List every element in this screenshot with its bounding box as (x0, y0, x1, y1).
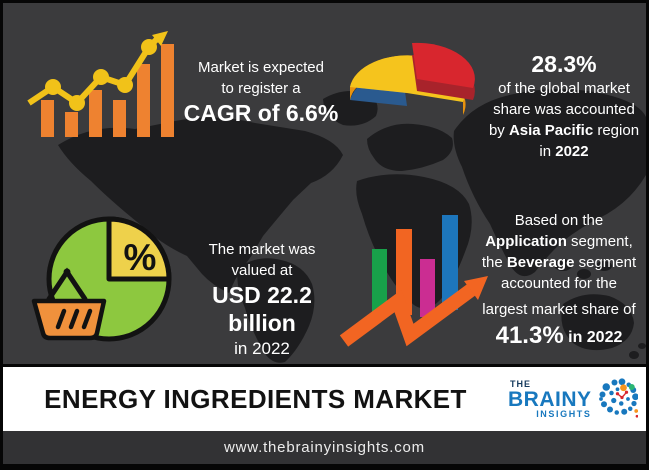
shopping-basket-icon (31, 267, 107, 341)
brain-dots-icon (598, 378, 638, 418)
region-share-line-1: of the global market (498, 80, 630, 97)
percentage-pie-basket-icon: % (31, 216, 172, 342)
valuation-line-4: in 2022 (234, 339, 290, 358)
valuation-stat-text: The market was valued at USD 22.2 billio… (176, 239, 348, 360)
application-line-1: Based on the (514, 212, 604, 229)
brain-accent-dot-2 (635, 414, 638, 418)
brain-accent-dot-1 (633, 409, 638, 413)
brainy-insights-logo: THE BRAINY INSIGHTS (508, 372, 646, 426)
logo-text: THE BRAINY INSIGHTS (508, 378, 592, 419)
application-line-5: largest market share of (482, 301, 636, 318)
website-url: www.thebrainyinsights.com (224, 439, 425, 456)
growth-arrowhead (464, 276, 488, 300)
application-line-4: accounted for the (501, 275, 617, 292)
trend-arrowhead (152, 31, 168, 46)
cagr-line-1: Market is expected (198, 59, 324, 76)
logo-word-insights: INSIGHTS (536, 408, 592, 419)
application-line-2: Application segment, (485, 233, 633, 250)
percent-symbol: % (124, 237, 157, 278)
trend-dots (45, 39, 157, 111)
region-share-line-3: by Asia Pacific region (488, 122, 640, 139)
bar-green (372, 249, 387, 315)
title-band: ENERGY INGREDIENTS MARKET THE BRAINY INS… (3, 367, 646, 431)
valuation-value: USD 22.2 billion (212, 282, 312, 336)
title-wrap: ENERGY INGREDIENTS MARKET (3, 384, 508, 415)
brain-orange-dot (619, 384, 627, 392)
logo-word-the: THE (510, 378, 531, 389)
growth-arrow-shaft (339, 284, 476, 347)
orange-bars (41, 44, 174, 137)
dark-map-panel: Market is expected to register a CAGR of… (3, 3, 646, 364)
brain-green-dot (628, 384, 635, 391)
region-share-stat-text: 28.3% of the global market share was acc… (481, 50, 646, 162)
3d-pie-chart-icon (350, 42, 475, 115)
application-stat-text: Based on the Application segment, the Be… (469, 210, 646, 348)
bar-blue (442, 215, 458, 310)
growth-bar-chart-icon (27, 31, 174, 137)
region-share-value: 28.3% (531, 51, 597, 77)
application-line-6: 41.3% in 2022 (495, 322, 623, 349)
region-share-line-4: in 2022 (539, 143, 589, 160)
valuation-line-2: valued at (231, 262, 293, 279)
cagr-value: CAGR of 6.6% (183, 100, 339, 126)
segment-bar-chart-icon (339, 215, 488, 347)
region-share-line-2: share was accounted (493, 101, 635, 118)
pie-red-slice (412, 42, 475, 88)
cagr-line-2: to register a (221, 80, 301, 97)
application-line-3: the Beverage segment (481, 254, 637, 271)
yellow-quarter-slice (106, 216, 172, 282)
url-band: www.thebrainyinsights.com (3, 431, 646, 464)
page-title: ENERGY INGREDIENTS MARKET (44, 383, 467, 414)
cagr-stat-text: Market is expected to register a CAGR of… (171, 57, 351, 127)
valuation-line-1: The market was (208, 241, 316, 258)
world-map-background (58, 89, 646, 363)
logo-word-brainy: BRAINY (508, 387, 592, 411)
bar-magenta (420, 259, 435, 317)
